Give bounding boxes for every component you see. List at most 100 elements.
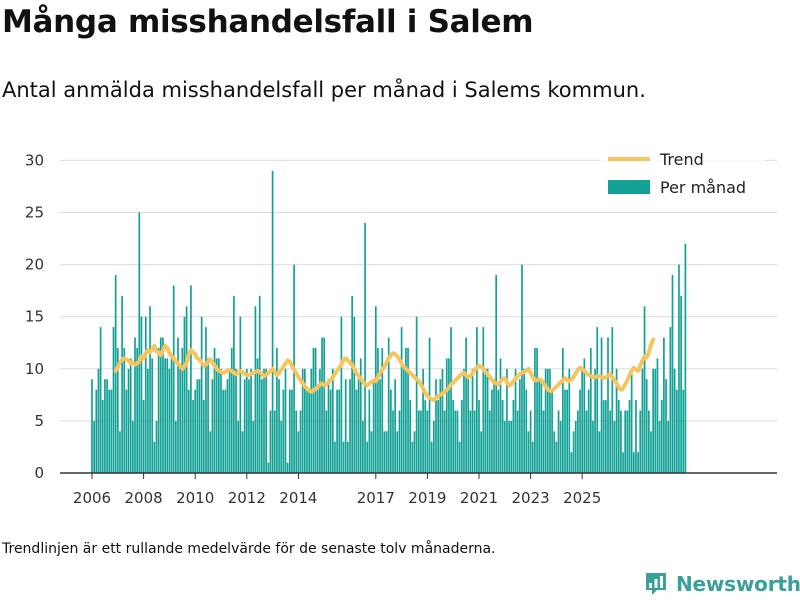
bar — [258, 295, 261, 473]
x-tick-label: 2014 — [279, 489, 317, 507]
bar — [211, 379, 214, 473]
bar — [602, 400, 605, 473]
bar — [680, 295, 682, 473]
bar — [267, 462, 270, 473]
bar — [366, 441, 369, 473]
bar — [572, 431, 575, 473]
bar — [594, 368, 596, 473]
bar — [540, 379, 543, 473]
bar — [458, 441, 461, 473]
bar — [445, 358, 448, 473]
bar — [198, 379, 201, 473]
bar — [463, 368, 465, 473]
bar — [495, 275, 498, 473]
bar — [269, 410, 272, 473]
bar — [422, 368, 424, 473]
bar — [299, 410, 302, 473]
bar — [400, 327, 403, 473]
bar — [650, 431, 652, 473]
bar — [297, 431, 300, 473]
bar — [155, 420, 158, 473]
x-tick-label: 2008 — [125, 489, 163, 507]
bar — [383, 431, 386, 473]
bar — [579, 389, 581, 473]
bar — [506, 368, 508, 473]
bar — [488, 410, 491, 473]
x-tick-label: 2012 — [228, 489, 266, 507]
bar — [645, 379, 648, 473]
legend-bar-label: Per månad — [660, 178, 746, 197]
bar — [473, 410, 476, 473]
bar — [553, 431, 556, 473]
bar — [538, 379, 541, 473]
bar — [534, 347, 536, 473]
x-axis-ticks: 2006 2008 2010 2012 2014 2017 2019 2021 2023 2025 — [73, 473, 601, 507]
bar — [491, 389, 493, 473]
bar — [347, 441, 349, 473]
bar — [544, 368, 547, 473]
bar — [592, 420, 594, 473]
bar — [159, 337, 162, 473]
bar — [323, 337, 326, 473]
bar — [564, 389, 566, 473]
bar — [682, 389, 685, 473]
bar — [542, 410, 545, 473]
x-tick-label: 2025 — [563, 489, 601, 507]
bar — [190, 285, 192, 473]
bar — [321, 337, 323, 473]
bar — [273, 410, 276, 473]
bar — [570, 452, 573, 473]
bar — [596, 327, 599, 473]
bar — [355, 389, 358, 473]
x-tick-label: 2006 — [73, 489, 111, 507]
bar — [510, 420, 513, 473]
bar — [336, 389, 338, 473]
bar — [626, 410, 629, 473]
bar — [441, 368, 444, 473]
bar — [142, 400, 145, 473]
bar — [316, 389, 319, 473]
brand-name: Newsworthy — [676, 572, 800, 596]
bar — [411, 441, 414, 473]
bar — [637, 452, 639, 473]
bar — [678, 264, 680, 473]
bar — [372, 379, 375, 473]
bar — [222, 389, 224, 473]
bar — [390, 389, 392, 473]
bar — [435, 379, 437, 473]
bar — [454, 410, 457, 473]
footnote: Trendlinjen är ett rullande medelvärde f… — [2, 541, 496, 557]
bar — [398, 410, 401, 473]
bar — [224, 389, 227, 473]
bar — [402, 368, 405, 473]
bar — [147, 368, 149, 473]
bar — [630, 368, 633, 473]
bar — [282, 389, 285, 473]
bar — [271, 170, 274, 473]
bar — [129, 358, 132, 473]
bar — [284, 368, 287, 473]
bar — [183, 316, 186, 473]
bar — [166, 358, 169, 473]
bar — [344, 379, 347, 473]
bar — [585, 410, 588, 473]
bar — [379, 379, 381, 473]
bar — [392, 410, 394, 473]
bar — [566, 389, 568, 473]
bar — [600, 337, 603, 473]
bar — [516, 410, 519, 473]
bar — [202, 400, 205, 473]
bar — [405, 347, 407, 473]
bar — [288, 389, 291, 473]
bar — [620, 410, 622, 473]
bar — [207, 358, 209, 473]
y-tick-label: 0 — [34, 464, 44, 482]
bar — [503, 420, 506, 473]
bar — [673, 368, 676, 473]
bar — [151, 358, 154, 473]
bar — [652, 368, 654, 473]
bar — [116, 347, 119, 473]
bar — [555, 441, 558, 473]
bar — [396, 431, 399, 473]
